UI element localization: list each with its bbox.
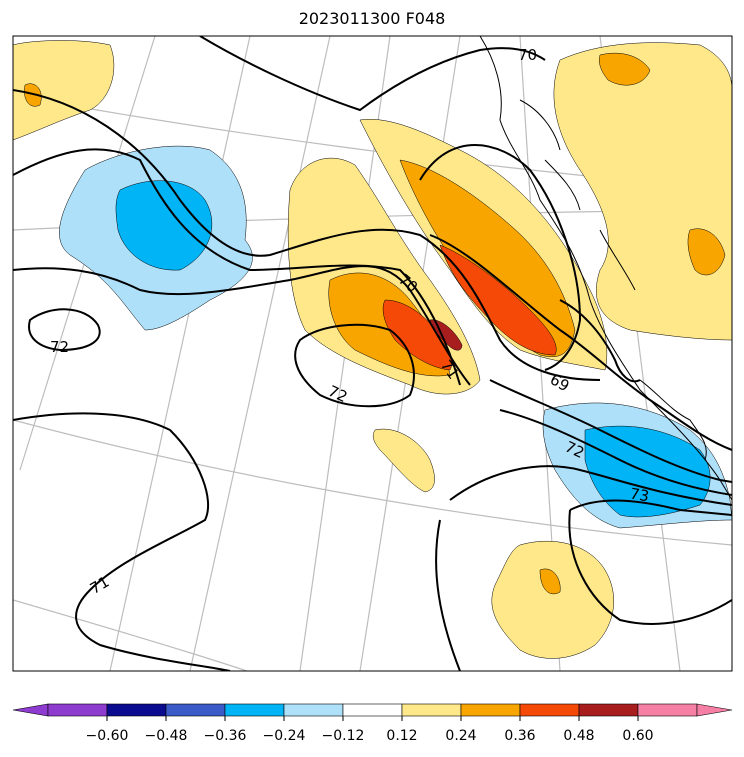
contour-label: 70 xyxy=(518,46,537,64)
contour-line xyxy=(568,509,732,625)
colorbar-swatch xyxy=(106,703,167,717)
map-area: 70 70 72 72 71 69 72 73 71 xyxy=(13,36,732,671)
contour-line xyxy=(199,36,546,112)
contour-line xyxy=(569,499,732,516)
pos-024-ne xyxy=(599,52,651,86)
colorbar-tick-label: 0.48 xyxy=(563,728,595,744)
contour-line xyxy=(13,148,461,386)
colorbar-tick-label: 0.60 xyxy=(622,728,654,744)
colorbar-tick-label: −0.12 xyxy=(321,728,365,744)
pos-012-nw xyxy=(13,40,115,141)
pos-024-nw xyxy=(24,83,42,107)
pos-024-south xyxy=(539,568,561,595)
colorbar-extend-low xyxy=(12,703,49,717)
colorbar-tick-labels: −0.60 −0.48 −0.36 −0.24 −0.12 0.12 0.24 … xyxy=(0,728,744,748)
colorbar xyxy=(12,703,733,717)
colorbar-swatch xyxy=(47,703,108,717)
colorbar-tick-label: −0.36 xyxy=(203,728,247,744)
contour-line xyxy=(429,234,732,451)
colorbar-tick-label: 0.24 xyxy=(445,728,477,744)
pos-012-south xyxy=(491,540,614,659)
contour-line xyxy=(499,409,732,496)
colorbar-swatch xyxy=(637,703,698,717)
positive-anomaly-areas xyxy=(13,40,732,659)
contour-line xyxy=(449,465,732,506)
contour-lines xyxy=(13,36,732,671)
map-frame xyxy=(12,35,733,672)
colorbar-tick-label: −0.48 xyxy=(144,728,188,744)
colorbar-swatch xyxy=(519,703,580,717)
negative-anomaly-areas xyxy=(59,145,732,529)
contour-line xyxy=(294,323,415,408)
contour-line xyxy=(13,412,231,671)
colorbar-extend-high xyxy=(696,703,733,717)
contour-line xyxy=(419,144,582,371)
pos-036-ridge xyxy=(439,244,557,356)
contour-line xyxy=(489,379,732,483)
colorbar-tick-label: −0.24 xyxy=(262,728,306,744)
pos-012-island xyxy=(372,428,435,493)
colorbar-ticks xyxy=(106,716,639,721)
pos-024-ne2 xyxy=(687,228,726,276)
contour-label: 72 xyxy=(50,338,69,356)
colorbar-tick-label: 0.36 xyxy=(504,728,536,744)
colorbar-swatch xyxy=(283,703,344,717)
colorbar-swatch xyxy=(460,703,521,717)
contour-line xyxy=(28,308,101,352)
colorbar-swatch xyxy=(401,703,462,717)
map-title: 2023011300 F048 xyxy=(298,9,446,28)
contour-label: 73 xyxy=(629,484,651,505)
colorbar-swatch xyxy=(165,703,226,717)
colorbar-swatch xyxy=(224,703,285,717)
contour-line xyxy=(13,265,471,386)
contour-line xyxy=(13,89,601,381)
contour-line xyxy=(559,299,641,383)
colorbar-swatch xyxy=(578,703,639,717)
neg-024-west xyxy=(115,180,213,271)
pos-012-ne xyxy=(553,42,732,341)
colorbar-tick-label: 0.12 xyxy=(386,728,418,744)
contour-line xyxy=(435,519,461,671)
coastline xyxy=(479,36,732,501)
colorbar-swatch xyxy=(342,703,403,717)
colorbar-tick-label: −0.60 xyxy=(85,728,129,744)
